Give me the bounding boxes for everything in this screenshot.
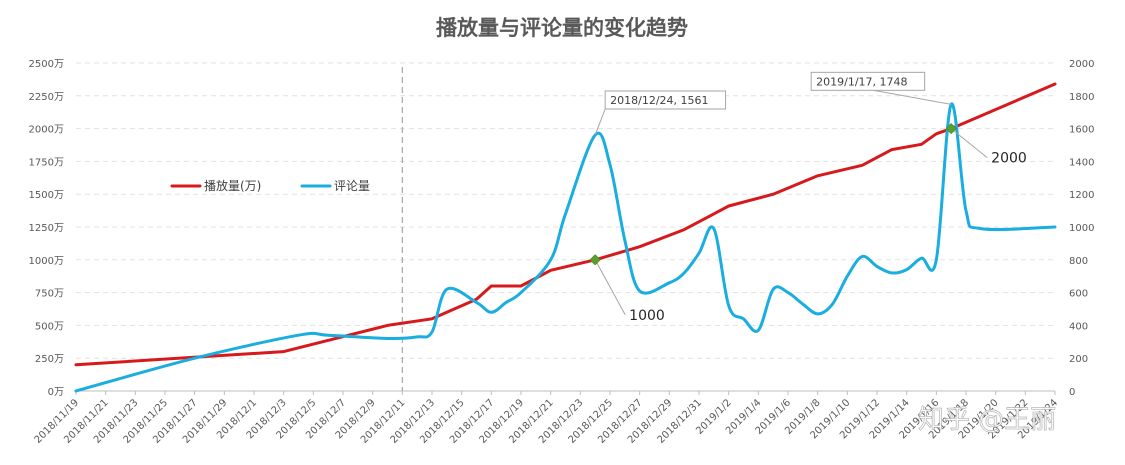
y-left-tick-label: 2500万 (29, 59, 64, 70)
legend-label-plays: 播放量(万) (204, 178, 261, 193)
y-right-tick-label: 600 (1069, 289, 1088, 300)
callout-leader (873, 89, 952, 105)
y-axis-left: 0万 250万 500万 750万 1000万 1250万 1500万 1750万 2000万 2… (29, 59, 64, 398)
y-left-tick-label: 1500万 (29, 190, 64, 201)
y-left-tick-label: 1750万 (29, 157, 64, 168)
y-right-tick-label: 1400 (1069, 157, 1094, 168)
y-left-tick-label: 1250万 (29, 223, 64, 234)
y-left-tick-label: 1000万 (29, 256, 64, 267)
point-label: 1000 (629, 308, 665, 324)
chart-title: 播放量与评论量的变化趋势 (436, 16, 688, 40)
y-left-tick-label: 500万 (35, 321, 64, 332)
callout-label: 2018/12/24, 1561 (610, 94, 708, 107)
y-right-tick-label: 1200 (1069, 190, 1094, 201)
y-left-tick-label: 2000万 (29, 125, 64, 136)
y-right-tick-label: 0 (1069, 387, 1075, 398)
series-layer (74, 82, 1057, 393)
callout-label: 2019/1/17, 1748 (816, 75, 907, 88)
y-left-tick-label: 750万 (35, 289, 64, 300)
callout-leader (594, 108, 606, 136)
data-point-marker (945, 123, 957, 135)
legend: 播放量(万) 评论量 (170, 178, 370, 193)
y-right-tick-label: 2000 (1069, 59, 1094, 70)
callout-box (604, 90, 727, 110)
callouts: 2018/12/24, 1561 2019/1/17, 1748 1000 2000 (589, 71, 1027, 324)
data-point-marker (589, 254, 601, 266)
y-axis-right: 0 200 400 600 800 1000 1200 1400 1600 1800 2000 (1069, 59, 1094, 398)
y-right-tick-label: 200 (1069, 354, 1088, 365)
y-right-tick-label: 800 (1069, 256, 1088, 267)
y-right-tick-label: 1000 (1069, 223, 1094, 234)
callout-box (810, 71, 926, 91)
point-label-leader (950, 128, 988, 158)
y-left-tick-label: 250万 (35, 354, 64, 365)
watermark-text: 知乎 @王丽 (918, 405, 1056, 435)
grid (76, 62, 1055, 392)
point-label-leader (594, 259, 626, 316)
y-right-tick-label: 400 (1069, 321, 1088, 332)
x-axis: 2018/11/192018/11/212018/11/232018/11/25… (33, 391, 1060, 446)
y-left-tick-label: 2250万 (29, 92, 64, 103)
legend-label-comments: 评论量 (334, 179, 370, 193)
y-right-tick-label: 1600 (1069, 125, 1094, 136)
y-left-tick-label: 0万 (48, 387, 64, 398)
series-line-comments (74, 102, 1057, 393)
point-label: 2000 (991, 151, 1027, 167)
y-right-tick-label: 1800 (1069, 92, 1094, 103)
series-line-plays (74, 82, 1057, 367)
